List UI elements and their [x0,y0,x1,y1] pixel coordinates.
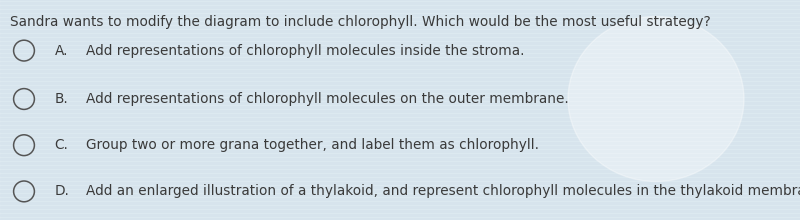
Bar [0,174,800,176]
Bar [0,38,800,40]
Bar [0,114,800,116]
Bar [0,58,800,60]
Bar [0,166,800,168]
Bar [0,6,800,8]
Bar [0,122,800,124]
Bar [0,154,800,156]
Bar [0,78,800,80]
Bar [0,54,800,56]
Bar [0,34,800,36]
Bar [0,66,800,68]
Text: C.: C. [54,138,68,152]
Bar [0,22,800,24]
Bar [0,118,800,120]
Bar [0,126,800,128]
Bar [0,178,800,180]
Bar [0,42,800,44]
Bar [0,218,800,220]
Bar [0,130,800,132]
Text: B.: B. [54,92,68,106]
Bar [0,106,800,108]
Bar [0,14,800,16]
Text: Group two or more grana together, and label them as chlorophyll.: Group two or more grana together, and la… [86,138,539,152]
Bar [0,98,800,100]
Bar [0,170,800,172]
Bar [0,74,800,76]
Bar [0,150,800,152]
Bar [0,90,800,92]
Text: Sandra wants to modify the diagram to include chlorophyll. Which would be the mo: Sandra wants to modify the diagram to in… [10,15,710,29]
Bar [0,134,800,136]
Bar [0,162,800,164]
Bar [0,82,800,84]
Bar [0,142,800,144]
Bar [0,50,800,52]
Text: Add representations of chlorophyll molecules on the outer membrane.: Add representations of chlorophyll molec… [86,92,569,106]
Bar [0,62,800,64]
Text: Add an enlarged illustration of a thylakoid, and represent chlorophyll molecules: Add an enlarged illustration of a thylak… [86,184,800,198]
Ellipse shape [568,16,744,182]
Text: Add representations of chlorophyll molecules inside the stroma.: Add representations of chlorophyll molec… [86,44,525,58]
Bar [0,46,800,48]
Bar [0,94,800,96]
Text: D.: D. [54,184,70,198]
Bar [0,214,800,216]
Bar [0,102,800,104]
Bar [0,186,800,188]
Bar [0,202,800,204]
Bar [0,194,800,196]
Bar [0,190,800,192]
Bar [0,10,800,12]
Bar [0,18,800,20]
Text: A.: A. [54,44,68,58]
Bar [0,110,800,112]
Bar [0,30,800,32]
Bar [0,210,800,212]
Bar [0,158,800,160]
Bar [0,70,800,72]
Bar [0,2,800,4]
Bar [0,26,800,28]
Bar [0,206,800,208]
Bar [0,146,800,148]
Bar [0,138,800,140]
Bar [0,198,800,200]
Bar [0,86,800,88]
Bar [0,182,800,184]
